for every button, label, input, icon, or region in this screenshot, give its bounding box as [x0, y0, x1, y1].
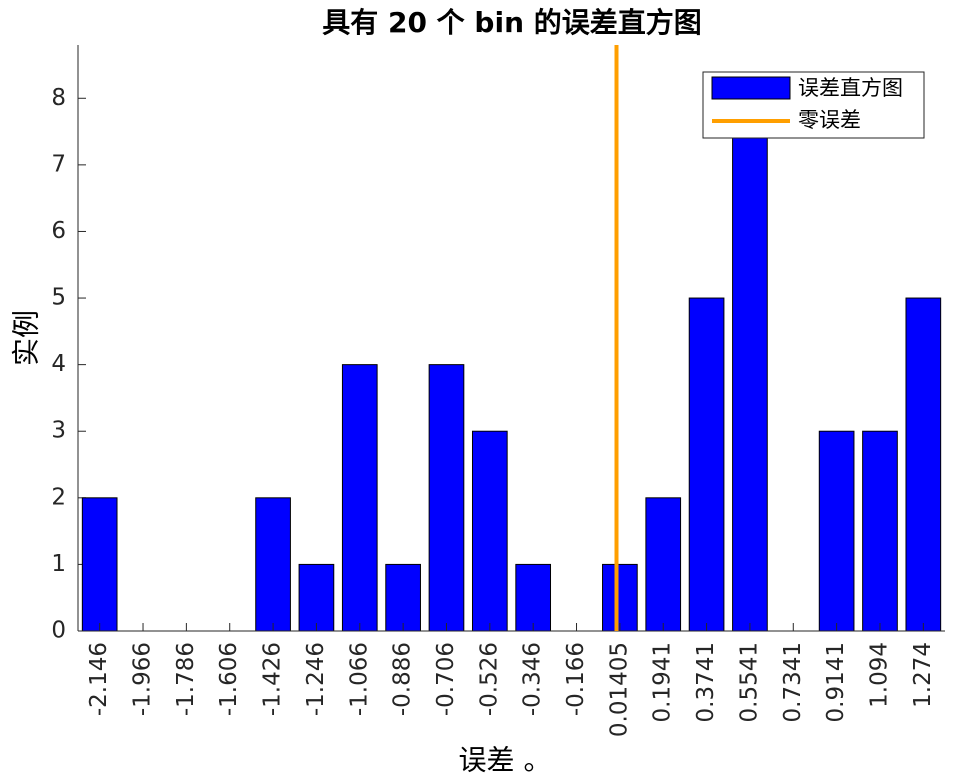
- y-tick-label: 0: [51, 618, 66, 644]
- x-tick-label: 0.9141: [823, 642, 849, 722]
- y-tick-label: 3: [51, 418, 66, 444]
- x-tick-label: -1.246: [303, 642, 329, 716]
- bar: [255, 497, 291, 632]
- x-tick-label: 1.274: [910, 642, 936, 708]
- x-tick-label: 1.094: [866, 642, 892, 708]
- x-tick-label: -0.886: [390, 642, 416, 716]
- y-tick-label: 8: [51, 85, 66, 111]
- bar: [602, 563, 638, 632]
- y-tick-label: 7: [51, 151, 66, 177]
- bar: [385, 563, 421, 632]
- legend-swatch: [711, 76, 791, 100]
- bar: [471, 430, 508, 632]
- y-tick-label: 1: [51, 551, 66, 577]
- bar: [428, 364, 465, 632]
- bar: [81, 497, 118, 632]
- x-tick-label: -1.966: [130, 642, 156, 716]
- legend-label: 零误差: [798, 108, 861, 132]
- bar: [732, 97, 768, 632]
- bar: [905, 297, 942, 632]
- bar: [862, 430, 898, 632]
- bar: [688, 297, 725, 632]
- x-tick-label: 0.01405: [606, 642, 632, 737]
- legend-label: 误差直方图: [798, 76, 903, 100]
- x-tick-label: -0.706: [433, 642, 459, 716]
- x-tick-label: -2.146: [86, 642, 112, 716]
- x-tick-label: 0.7341: [780, 642, 806, 722]
- x-axis-label: 误差 。: [459, 744, 552, 777]
- y-tick-label: 5: [51, 285, 66, 311]
- x-tick-label: -1.066: [346, 642, 372, 716]
- x-tick-label: -0.526: [476, 642, 502, 716]
- x-tick-label: 0.5541: [736, 642, 762, 722]
- x-tick-label: 0.3741: [693, 642, 719, 722]
- x-tick-label: -1.426: [260, 642, 286, 716]
- bar: [645, 497, 682, 632]
- x-tick-label: -1.606: [216, 642, 242, 716]
- y-tick-label: 6: [51, 218, 66, 244]
- x-tick-label: 0.1941: [650, 642, 676, 722]
- chart-title: 具有 20 个 bin 的误差直方图: [322, 6, 702, 39]
- bar: [298, 563, 335, 632]
- x-tick-label: -0.346: [520, 642, 546, 716]
- bar: [341, 364, 378, 632]
- bar: [515, 563, 552, 632]
- x-tick-label: -1.786: [173, 642, 199, 716]
- y-axis-label: 实例: [10, 310, 43, 366]
- bar: [818, 430, 855, 632]
- y-tick-label: 4: [51, 351, 66, 377]
- y-tick-label: 2: [51, 484, 66, 510]
- x-tick-label: -0.166: [563, 642, 589, 716]
